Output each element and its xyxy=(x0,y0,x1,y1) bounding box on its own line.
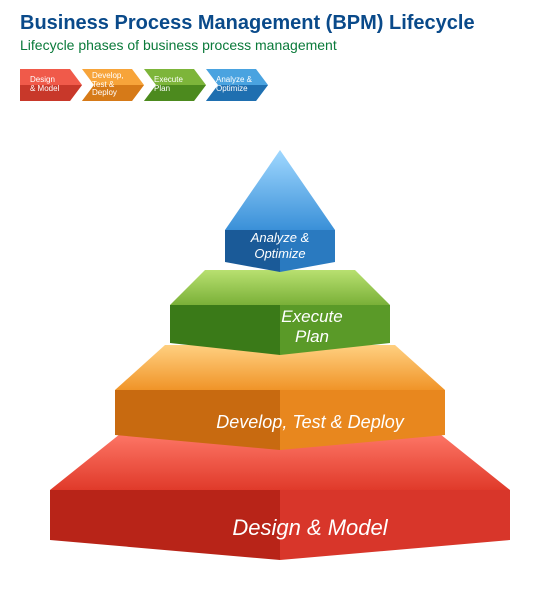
tier-label-line1: Analyze & xyxy=(250,230,310,245)
phase-chevron-bar: Design & Model Develop, Test & Deploy Ex… xyxy=(20,69,554,101)
header: Business Process Management (BPM) Lifecy… xyxy=(0,0,554,57)
chevron-execute-plan: Execute Plan xyxy=(144,69,206,101)
chevron-develop-test-deploy: Develop, Test & Deploy xyxy=(82,69,144,101)
chevron-label: Analyze & Optimize xyxy=(216,76,252,94)
tier-label: Develop, Test & Deploy xyxy=(216,412,404,432)
chevron-label: Develop, Test & Deploy xyxy=(92,72,124,98)
pyramid-tier-develop-test-deploy: Develop, Test & Deploy xyxy=(115,345,445,450)
tier-label-line2: Plan xyxy=(295,327,329,346)
pyramid-diagram: Design & Model Develop, Test & Deploy Ex… xyxy=(0,120,554,590)
chevron-label: Design & Model xyxy=(30,76,59,94)
pyramid-tier-analyze-optimize: Analyze & Optimize xyxy=(225,150,335,272)
tier-label: Design & Model xyxy=(232,515,388,540)
chevron-label: Execute Plan xyxy=(154,76,183,94)
page-subtitle: Lifecycle phases of business process man… xyxy=(20,37,534,53)
pyramid-tier-execute-plan: Execute Plan xyxy=(170,270,390,355)
chevron-analyze-optimize: Analyze & Optimize xyxy=(206,69,268,101)
tier-label-line1: Execute xyxy=(281,307,342,326)
chevron-design-model: Design & Model xyxy=(20,69,82,101)
page-title: Business Process Management (BPM) Lifecy… xyxy=(20,12,534,35)
tier-label-line2: Optimize xyxy=(254,246,305,261)
